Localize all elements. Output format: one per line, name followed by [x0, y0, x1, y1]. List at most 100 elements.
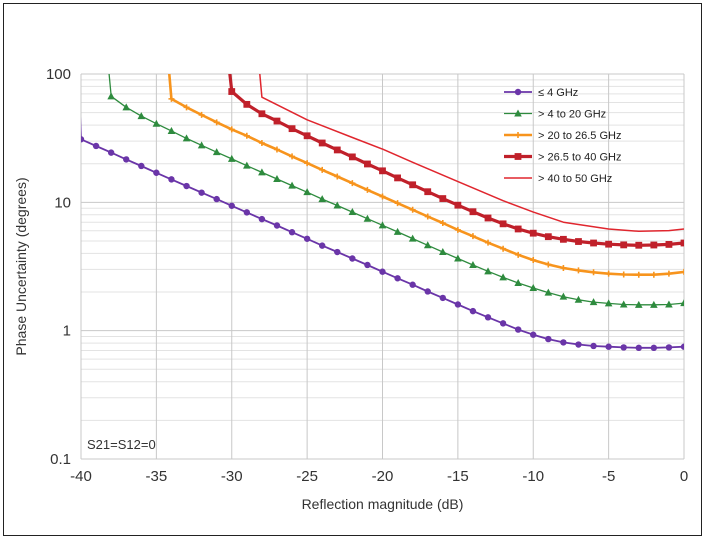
- y-tick-label: 100: [46, 66, 71, 83]
- data-point: [288, 181, 296, 189]
- data-point: [605, 343, 612, 350]
- data-point: [635, 344, 642, 352]
- data-point: [379, 193, 386, 200]
- data-point: [213, 195, 220, 203]
- y-axis-label: Phase Uncertainty (degrees): [13, 177, 29, 355]
- data-point: [213, 119, 220, 126]
- data-point: [273, 146, 280, 153]
- data-point: [92, 142, 100, 150]
- data-point: [273, 117, 281, 125]
- data-point: [273, 222, 281, 229]
- data-point: [349, 255, 356, 262]
- data-point: [545, 261, 552, 268]
- data-point: [197, 141, 206, 149]
- data-point: [530, 331, 537, 338]
- data-point: [439, 248, 447, 256]
- data-point: [303, 235, 311, 242]
- data-point: [273, 174, 281, 182]
- data-point: [424, 288, 431, 295]
- series-line: [81, 116, 684, 349]
- data-point: [394, 275, 401, 282]
- series-layer: [81, 74, 684, 352]
- data-point: [198, 189, 205, 196]
- y-tick-label: 1: [63, 323, 71, 340]
- data-point: [680, 299, 684, 307]
- data-point: [544, 288, 553, 296]
- data-point: [680, 343, 684, 350]
- legend-label: > 40 to 50 GHz: [538, 173, 612, 185]
- data-point: [153, 169, 160, 176]
- data-point: [228, 202, 235, 209]
- legend-label: > 4 to 20 GHz: [538, 109, 606, 121]
- data-point: [515, 132, 521, 138]
- data-point: [122, 103, 131, 111]
- data-point: [514, 88, 522, 96]
- x-tick-label: -35: [146, 468, 168, 485]
- data-point: [560, 339, 567, 346]
- data-point: [81, 136, 85, 143]
- data-point: [167, 126, 176, 134]
- data-point: [439, 294, 446, 302]
- data-point: [469, 260, 477, 268]
- data-point: [288, 229, 296, 236]
- data-point: [454, 226, 461, 233]
- data-point: [212, 148, 221, 156]
- data-point: [409, 281, 416, 288]
- data-point: [409, 181, 417, 189]
- data-point: [243, 161, 251, 169]
- data-point: [681, 268, 684, 275]
- data-point: [454, 201, 462, 209]
- data-point: [378, 221, 387, 229]
- data-point: [485, 239, 492, 246]
- data-point: [544, 233, 552, 241]
- data-point: [364, 160, 371, 168]
- x-tick-label: -30: [221, 468, 243, 485]
- data-point: [469, 233, 476, 240]
- data-point: [423, 241, 432, 249]
- data-point: [514, 326, 522, 333]
- data-point: [514, 279, 522, 287]
- data-point: [182, 134, 191, 142]
- data-point: [559, 292, 568, 300]
- data-point: [107, 149, 115, 156]
- y-tick-label: 10: [54, 194, 71, 211]
- data-point: [408, 234, 417, 242]
- x-tick-label: -10: [522, 468, 544, 485]
- data-point: [575, 238, 582, 245]
- series-2: [167, 74, 684, 278]
- data-point: [348, 208, 357, 216]
- data-point: [394, 200, 401, 207]
- data-point: [515, 251, 522, 258]
- series-line: [108, 74, 684, 306]
- data-point: [575, 341, 582, 348]
- data-point: [304, 160, 311, 167]
- data-point: [514, 225, 522, 233]
- data-point: [454, 254, 462, 262]
- chart-frame: -40 -35 -30 -25 -20 -15 -10 -5 0 0.1 1 10 100 Reflect…: [3, 3, 702, 536]
- series-4: [259, 74, 684, 233]
- data-point: [545, 335, 552, 343]
- data-point: [319, 242, 326, 249]
- data-point: [620, 344, 627, 351]
- series-line: [259, 74, 684, 233]
- data-point: [258, 139, 265, 146]
- data-point: [258, 215, 266, 223]
- data-point: [665, 300, 673, 308]
- legend: ≤ 4 GHz > 4 to 20 GHz > 20 to 26.5 GHz > 26…: [504, 87, 621, 185]
- data-point: [499, 220, 507, 228]
- data-point: [634, 300, 643, 308]
- data-point: [484, 314, 492, 321]
- data-point: [619, 300, 628, 308]
- data-point: [605, 240, 613, 248]
- series-1: [107, 74, 684, 308]
- annotation-s21-s12: S21=S12=0: [87, 437, 156, 452]
- x-tick-label: -15: [447, 468, 469, 485]
- data-point: [439, 195, 447, 202]
- data-point: [198, 111, 205, 118]
- data-point: [243, 132, 250, 139]
- data-point: [439, 220, 446, 227]
- x-axis-label: Reflection magnitude (dB): [302, 496, 464, 512]
- data-point: [454, 301, 462, 308]
- data-point: [424, 213, 431, 220]
- data-point: [379, 268, 386, 275]
